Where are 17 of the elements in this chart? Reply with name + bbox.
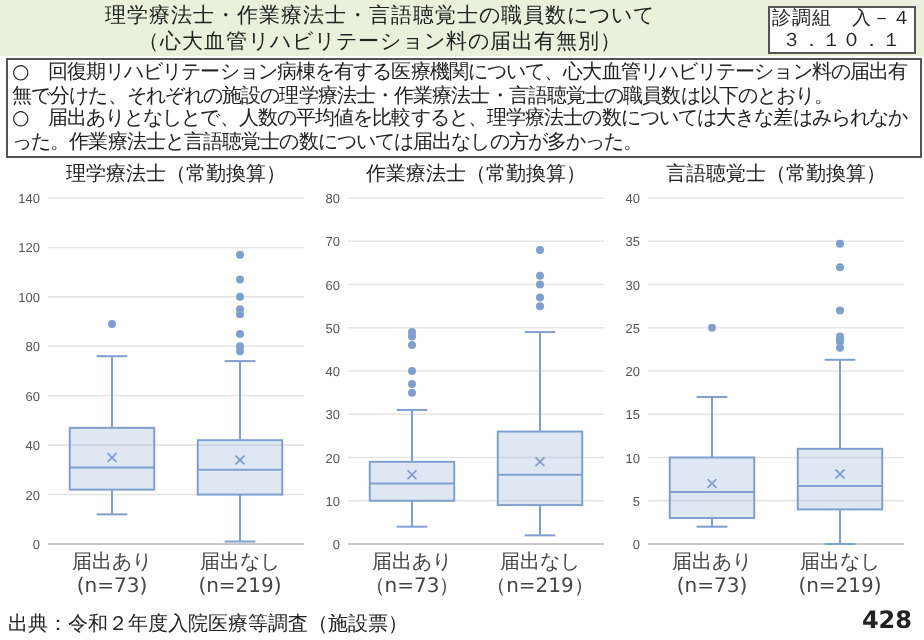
- chart-title: 作業療法士（常勤換算）: [364, 164, 588, 188]
- x-tick-label: 届出あり(n=73): [670, 552, 754, 600]
- text: 理学療法士・作業療法士・言語聴覚士の職員数について: [103, 4, 657, 28]
- text: 診調組 入－４: [770, 8, 914, 30]
- x-tick-label: 届出あり（n=73）: [362, 552, 462, 600]
- text: ○ 届出ありとなしとで、人数の平均値を比較すると、理学療法士の数については大きな差はみられなかった。作業療法士と言語聴覚士の数については届出なしの方が多かった。: [12, 108, 910, 154]
- source-note: 出典：令和２年度入院医療等調査（施設票）: [8, 614, 408, 638]
- chart-title: 理学療法士（常勤換算）: [64, 164, 288, 188]
- x-tick-label: 届出なし(n=219): [196, 552, 284, 600]
- chart-title: 言語聴覚士（常勤換算）: [664, 164, 888, 188]
- text: （心大血管リハビリテーション料の届出有無別）: [136, 30, 624, 54]
- x-tick-label: 届出なし(n=219): [796, 552, 884, 600]
- text: ○ 回復期リハビリテーション病棟を有する医療機関について、心大血管リハビリテーション料の届出有無で分けた、それぞれの施設の理学療法士・作業療法士・言語聴覚士の職員数は以下のとおり。: [12, 62, 910, 107]
- x-tick-label: 届出あり(n=73): [70, 552, 154, 600]
- text: ３．１０．１: [780, 30, 904, 52]
- text: 428: [861, 606, 912, 634]
- x-tick-label: 届出なし（n=219）: [484, 552, 596, 600]
